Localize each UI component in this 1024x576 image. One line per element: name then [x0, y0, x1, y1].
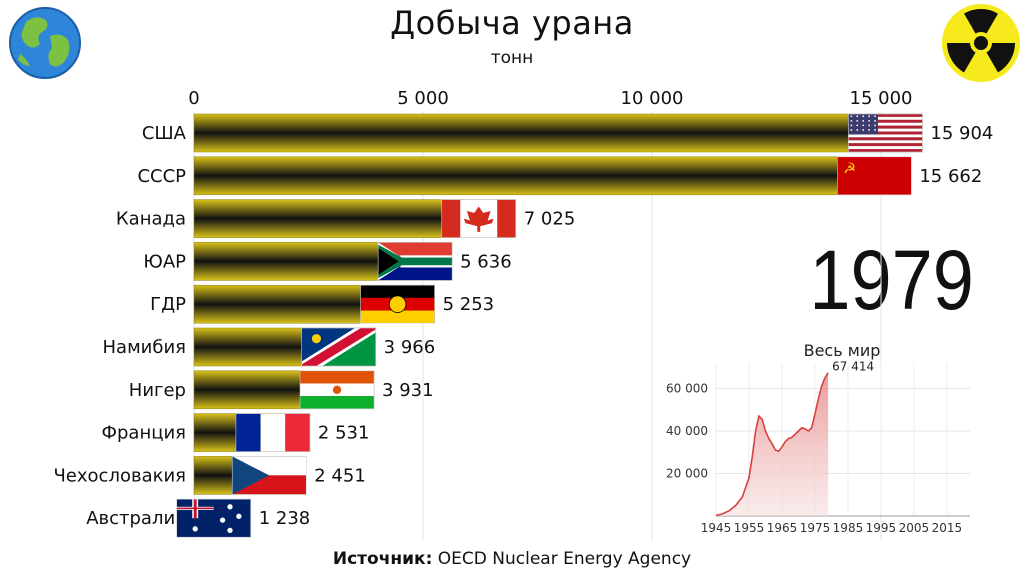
flag-usa-icon [848, 113, 923, 153]
svg-text:☭: ☭ [843, 161, 856, 177]
value-label: 15 904 [930, 123, 993, 144]
world-last-value: 67 414 [832, 360, 874, 374]
world-line [715, 372, 829, 517]
category-label: ЮАР [143, 251, 186, 272]
source-label: Источник: [332, 549, 433, 569]
value-label: 2 531 [318, 423, 370, 444]
category-label: Австралия [86, 508, 186, 529]
category-label: США [142, 123, 187, 144]
value-label: 1 238 [259, 508, 311, 529]
inset-x-tick-label: 2015 [932, 521, 963, 535]
bar-row: США 15 904 [142, 113, 993, 153]
radiation-icon [940, 3, 1022, 83]
inset-y-tick-label: 60 000 [666, 382, 708, 396]
x-tick-label: 10 000 [621, 88, 684, 109]
page-title: Добыча урана [390, 4, 634, 42]
value-label: 3 931 [382, 380, 434, 401]
category-label: Намибия [103, 337, 186, 358]
world-chart-title: Весь мир [804, 341, 881, 360]
source-note: Источник: OECD Nuclear Energy Agency [0, 549, 1024, 569]
x-tick-label: 5 000 [397, 88, 449, 109]
inset-x-tick-label: 1965 [767, 521, 798, 535]
inset-x-tick-label: 1985 [833, 521, 864, 535]
value-label: 7 025 [524, 209, 576, 230]
year-label: 1979 [809, 233, 974, 327]
flag-czechoslovakia-icon [231, 456, 307, 495]
x-tick-label: 0 [188, 88, 199, 109]
value-label: 2 451 [314, 465, 366, 486]
bar-chart: 0 5 000 10 000 15 000 США 15 904 СССР ☭ 15 662 К… [53, 88, 993, 540]
bar [193, 156, 912, 196]
inset-x-tick-label: 1995 [866, 521, 897, 535]
bar-row: Франция 2 531 [102, 413, 370, 452]
category-label: СССР [137, 166, 186, 187]
value-label: 3 966 [384, 337, 436, 358]
flag-ussr-icon: ☭ [837, 156, 912, 196]
flag-gdr-icon [360, 284, 435, 324]
inset-x-tick-label: 1945 [701, 521, 732, 535]
inset-y-tick-label: 20 000 [666, 467, 708, 481]
bar-row: Нигер 3 931 [129, 370, 434, 410]
value-label: 15 662 [919, 166, 982, 187]
value-label: 5 636 [460, 251, 512, 272]
bar-row: ЮАР 5 636 [143, 242, 512, 281]
bar [193, 113, 923, 153]
bar-row: СССР ☭ 15 662 [137, 156, 982, 196]
category-label: ГДР [150, 294, 186, 315]
page-subtitle: тонн [490, 48, 534, 68]
flag-namibia-icon [301, 327, 376, 367]
flag-australia-icon [176, 498, 252, 538]
inset-x-tick-label: 2005 [899, 521, 930, 535]
globe-icon [6, 6, 84, 80]
flag-south-africa-icon [377, 242, 453, 281]
source-text: OECD Nuclear Energy Agency [437, 549, 692, 569]
bar-row: Канада 7 025 [116, 199, 576, 238]
bar-row: ГДР 5 253 [150, 284, 495, 324]
flag-france-icon [235, 413, 311, 452]
bar-row: Намибия 3 966 [103, 327, 436, 367]
flag-niger-icon [299, 370, 375, 410]
inset-y-tick-label: 40 000 [666, 424, 708, 438]
category-label: Канада [116, 209, 186, 230]
bar-row: Чехословакия 2 451 [53, 456, 366, 495]
flag-canada-icon [441, 199, 517, 238]
category-label: Нигер [129, 380, 186, 401]
value-label: 5 253 [443, 294, 495, 315]
inset-x-tick-label: 1955 [734, 521, 765, 535]
category-label: Чехословакия [53, 465, 186, 486]
bar-row: Австралия 1 238 [86, 498, 311, 538]
category-label: Франция [102, 423, 187, 444]
x-tick-label: 15 000 [850, 88, 913, 109]
inset-x-tick-label: 1975 [800, 521, 831, 535]
